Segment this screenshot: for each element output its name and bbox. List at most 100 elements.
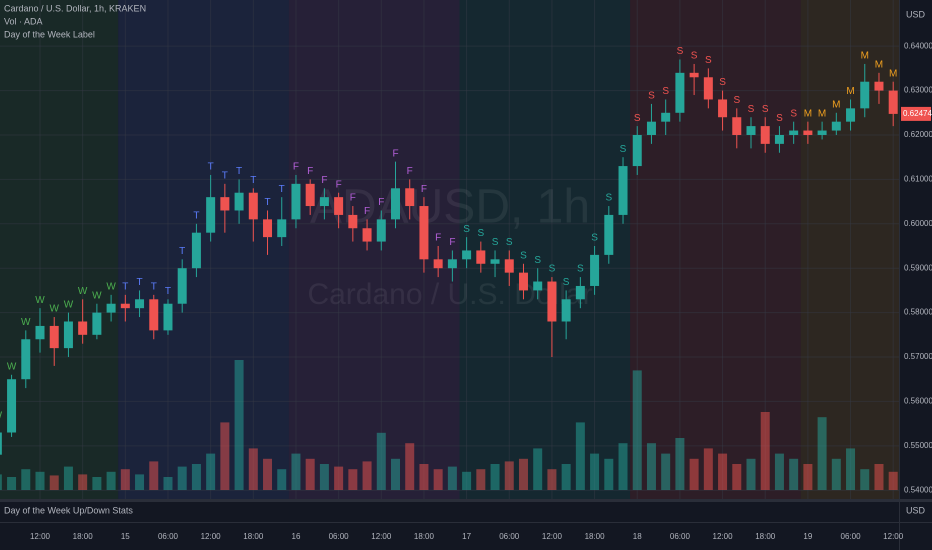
volume-bar bbox=[21, 469, 31, 490]
candle-body bbox=[419, 206, 429, 260]
candle-body bbox=[376, 219, 386, 242]
candle-body bbox=[846, 108, 856, 122]
day-band bbox=[800, 0, 899, 500]
volume-bar bbox=[163, 477, 173, 490]
candle-body bbox=[319, 197, 329, 207]
day-label: S bbox=[520, 250, 527, 261]
day-label: S bbox=[762, 104, 769, 115]
volume-bar bbox=[789, 458, 799, 490]
day-label: W bbox=[21, 317, 31, 328]
day-label: T bbox=[208, 162, 214, 173]
volume-bar bbox=[291, 453, 301, 490]
candle-body bbox=[561, 299, 571, 322]
candle-body bbox=[177, 268, 187, 304]
volume-bar bbox=[632, 370, 642, 490]
day-band bbox=[288, 0, 460, 500]
day-label: F bbox=[421, 184, 427, 195]
candle-body bbox=[334, 197, 344, 215]
volume-bar bbox=[518, 458, 528, 490]
volume-bar bbox=[391, 458, 400, 490]
candle-body bbox=[234, 192, 244, 211]
candle-body bbox=[675, 72, 685, 113]
day-label: S bbox=[577, 264, 584, 275]
candle-body bbox=[718, 99, 728, 118]
x-tick-label: 15 bbox=[121, 532, 130, 541]
lower-pane-currency: USD bbox=[906, 505, 926, 515]
candle-body bbox=[277, 219, 287, 238]
candle-body bbox=[149, 299, 159, 331]
x-tick-label: 06:00 bbox=[670, 532, 691, 541]
candle-body bbox=[348, 214, 358, 229]
day-label: S bbox=[506, 237, 513, 248]
candle-body bbox=[760, 126, 770, 144]
candle-body bbox=[49, 325, 59, 349]
day-label: S bbox=[648, 91, 655, 102]
candle-body bbox=[433, 259, 443, 269]
volume-bar bbox=[476, 469, 486, 490]
candle-body bbox=[860, 81, 870, 109]
x-tick-label: 17 bbox=[462, 532, 471, 541]
candle-body bbox=[291, 183, 301, 220]
volume-bar bbox=[433, 469, 443, 490]
candle-body bbox=[874, 81, 884, 91]
day-label: F bbox=[378, 197, 384, 208]
candle-body bbox=[462, 250, 472, 260]
day-label: T bbox=[179, 246, 185, 257]
candle-body bbox=[476, 250, 486, 264]
x-tick-label: 18:00 bbox=[414, 532, 435, 541]
x-tick-label: 18:00 bbox=[585, 532, 606, 541]
candle-body bbox=[504, 259, 514, 273]
price-tag-label: 0.624749 bbox=[903, 109, 932, 118]
x-tick-label: 12:00 bbox=[542, 532, 563, 541]
volume-bar bbox=[419, 464, 429, 490]
x-tick-label: 06:00 bbox=[158, 532, 179, 541]
x-tick-label: 06:00 bbox=[329, 532, 350, 541]
volume-bar bbox=[618, 443, 628, 490]
x-tick-label: 12:00 bbox=[883, 532, 904, 541]
volume-bar bbox=[49, 475, 59, 490]
day-label: S bbox=[677, 46, 684, 57]
day-label: S bbox=[634, 113, 641, 124]
candle-body bbox=[888, 90, 898, 114]
volume-bar bbox=[689, 458, 699, 490]
volume-bar bbox=[248, 448, 258, 490]
candle-body bbox=[646, 121, 656, 135]
day-label: F bbox=[336, 179, 342, 190]
volume-bar bbox=[191, 464, 201, 490]
day-label: T bbox=[279, 184, 285, 195]
candle-body bbox=[575, 285, 585, 300]
volume-bar bbox=[860, 469, 870, 490]
volume-bar bbox=[547, 469, 557, 490]
volume-bar bbox=[732, 464, 742, 490]
indicator-label: Vol · ADA bbox=[4, 16, 43, 26]
volume-bar bbox=[305, 458, 315, 490]
volume-bar bbox=[35, 471, 45, 490]
volume-bar bbox=[319, 464, 329, 490]
day-band bbox=[459, 0, 631, 500]
day-label: S bbox=[719, 77, 726, 88]
volume-bar bbox=[0, 474, 2, 490]
candle-body bbox=[732, 117, 742, 135]
volume-bar bbox=[135, 474, 145, 490]
x-tick-label: 18:00 bbox=[73, 532, 94, 541]
volume-bar bbox=[334, 466, 344, 490]
volume-bar bbox=[220, 422, 230, 490]
day-label: S bbox=[563, 277, 570, 288]
candle-body bbox=[789, 130, 799, 135]
candle-body bbox=[135, 299, 145, 309]
volume-bar bbox=[888, 471, 898, 490]
candle-body bbox=[547, 281, 557, 322]
day-label: W bbox=[0, 410, 3, 421]
volume-bar bbox=[590, 453, 600, 490]
candle-body bbox=[831, 121, 841, 131]
day-label: T bbox=[250, 175, 256, 186]
day-label: S bbox=[605, 193, 612, 204]
candle-body bbox=[305, 183, 315, 207]
volume-bar bbox=[63, 466, 73, 490]
